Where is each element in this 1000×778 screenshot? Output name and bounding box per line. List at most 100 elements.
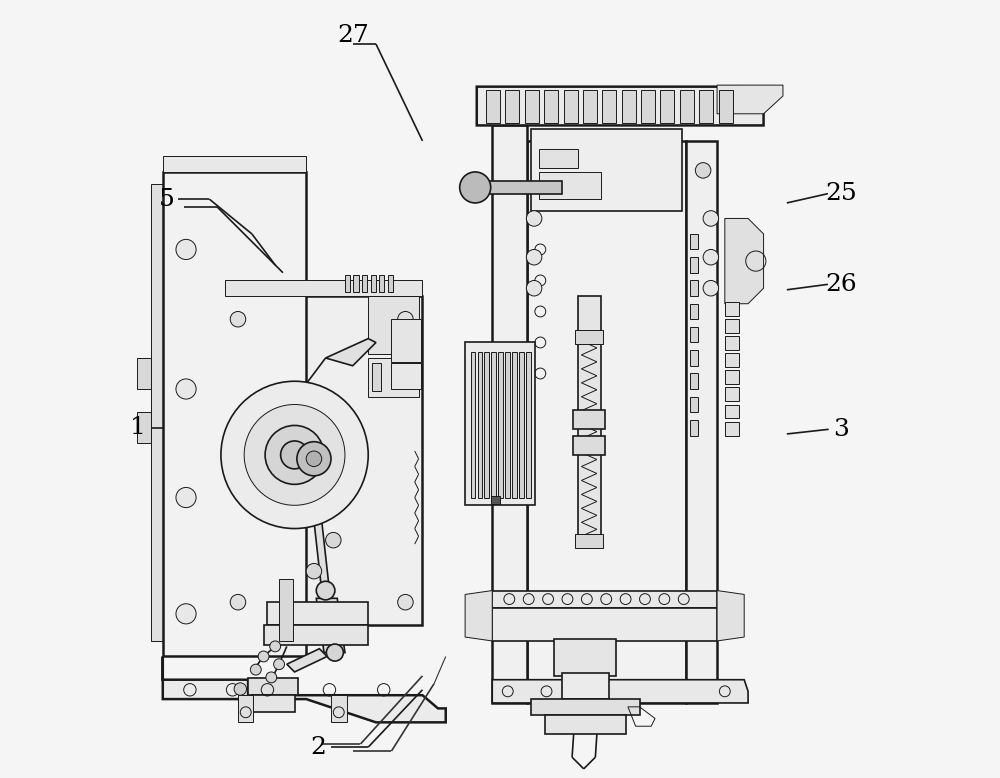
Bar [498, 352, 503, 498]
Bar [279, 579, 293, 641]
Bar [719, 89, 733, 123]
Bar [725, 422, 739, 436]
Text: 3: 3 [833, 418, 849, 441]
Circle shape [526, 250, 542, 265]
Bar [491, 496, 500, 503]
Circle shape [250, 664, 261, 675]
Circle shape [703, 250, 719, 265]
Circle shape [258, 651, 269, 662]
Bar [578, 296, 601, 544]
Circle shape [703, 280, 719, 296]
Polygon shape [225, 296, 422, 626]
Bar [690, 420, 698, 436]
Polygon shape [492, 125, 527, 703]
Bar [575, 330, 603, 344]
Circle shape [398, 311, 413, 327]
Bar [562, 673, 609, 699]
Bar [660, 89, 674, 123]
Bar [519, 352, 524, 498]
Bar [641, 89, 655, 123]
Polygon shape [137, 358, 151, 389]
Text: 1: 1 [130, 416, 146, 440]
Circle shape [695, 163, 711, 178]
Bar [539, 172, 601, 199]
Circle shape [326, 532, 341, 548]
Circle shape [306, 563, 322, 579]
Bar [690, 280, 698, 296]
Circle shape [526, 211, 542, 226]
Bar [690, 327, 698, 342]
Circle shape [281, 441, 309, 469]
Polygon shape [287, 649, 327, 672]
Polygon shape [492, 591, 717, 608]
Bar [573, 410, 605, 429]
Bar [725, 319, 739, 333]
Text: 5: 5 [159, 187, 175, 211]
Circle shape [221, 381, 368, 528]
Circle shape [176, 488, 196, 507]
Bar [368, 358, 419, 397]
Bar [725, 302, 739, 316]
Polygon shape [465, 342, 535, 505]
Polygon shape [163, 172, 306, 657]
Polygon shape [473, 181, 562, 194]
Polygon shape [492, 608, 717, 641]
Polygon shape [465, 591, 492, 641]
Bar [491, 352, 496, 498]
Polygon shape [717, 85, 783, 114]
Circle shape [176, 240, 196, 260]
Bar [353, 275, 359, 292]
Bar [368, 296, 419, 354]
Circle shape [306, 451, 322, 467]
Bar [690, 397, 698, 412]
Bar [531, 129, 682, 211]
Bar [391, 363, 421, 389]
Bar [486, 89, 500, 123]
Polygon shape [326, 338, 376, 366]
Bar [527, 141, 686, 703]
Circle shape [230, 311, 246, 327]
Bar [525, 89, 539, 123]
Bar [544, 89, 558, 123]
Bar [539, 149, 578, 168]
Polygon shape [163, 156, 306, 172]
Bar [372, 363, 381, 391]
Bar [602, 89, 616, 123]
Polygon shape [686, 141, 717, 703]
Bar [690, 234, 698, 250]
Circle shape [326, 494, 341, 509]
Text: 26: 26 [825, 273, 857, 296]
Circle shape [526, 280, 542, 296]
Polygon shape [316, 598, 345, 653]
Polygon shape [477, 86, 764, 125]
Bar [248, 678, 298, 696]
Circle shape [266, 672, 277, 683]
Polygon shape [151, 184, 163, 641]
Bar [573, 436, 605, 455]
Circle shape [176, 604, 196, 624]
Circle shape [326, 644, 343, 661]
Bar [725, 387, 739, 401]
Bar [699, 89, 713, 123]
Circle shape [265, 426, 324, 485]
Circle shape [270, 641, 281, 652]
Bar [371, 275, 376, 292]
Bar [725, 405, 739, 419]
Bar [512, 352, 517, 498]
Bar [379, 275, 384, 292]
Bar [391, 319, 421, 362]
Circle shape [297, 442, 331, 476]
Polygon shape [163, 657, 446, 722]
Bar [526, 352, 531, 498]
Bar [238, 696, 253, 722]
Circle shape [316, 581, 335, 600]
Circle shape [230, 594, 246, 610]
Bar [725, 353, 739, 367]
Circle shape [244, 405, 345, 505]
Circle shape [460, 172, 491, 203]
Polygon shape [264, 626, 368, 645]
Text: 27: 27 [337, 24, 369, 47]
Bar [690, 303, 698, 319]
Bar [725, 336, 739, 350]
Circle shape [398, 594, 413, 610]
